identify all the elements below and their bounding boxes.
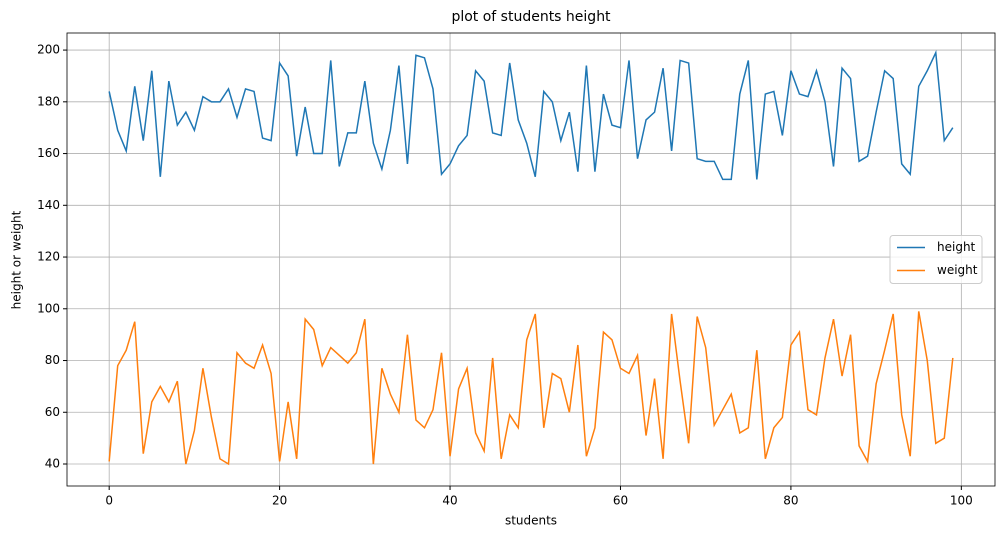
x-tick-label: 60 bbox=[613, 494, 628, 508]
line-series bbox=[108, 49, 954, 181]
y-tick-label: 200 bbox=[37, 43, 60, 57]
legend: height weight bbox=[889, 235, 983, 284]
y-tick-label: 100 bbox=[37, 301, 60, 315]
y-tick-label: 140 bbox=[37, 198, 60, 212]
x-tick-label: 40 bbox=[442, 494, 457, 508]
y-tick-label: 160 bbox=[37, 146, 60, 160]
x-axis-label: students bbox=[505, 514, 557, 528]
legend-label: weight bbox=[937, 263, 978, 277]
x-tick-label: 80 bbox=[783, 494, 798, 508]
y-axis-label: height or weight bbox=[10, 210, 24, 309]
plot-frame bbox=[66, 32, 996, 487]
y-tick-label: 180 bbox=[37, 94, 60, 108]
y-tick-label: 40 bbox=[45, 457, 60, 471]
y-tick-label: 120 bbox=[37, 250, 60, 264]
line-series bbox=[108, 311, 954, 466]
x-tick-label: 0 bbox=[105, 494, 113, 508]
legend-label: height bbox=[937, 240, 976, 254]
x-tick-label: 100 bbox=[950, 494, 973, 508]
chart-title: plot of students height bbox=[451, 9, 611, 25]
y-tick-label: 60 bbox=[45, 405, 60, 419]
x-tick-label: 20 bbox=[272, 494, 287, 508]
y-tick-label: 80 bbox=[45, 353, 60, 367]
